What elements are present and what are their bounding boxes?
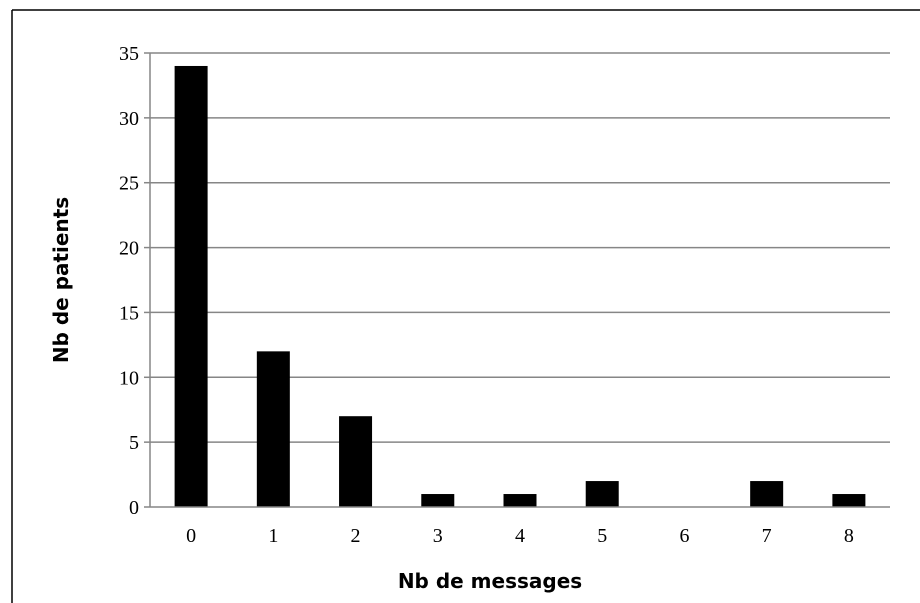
bar-2	[339, 416, 373, 507]
x-axis-title: Nb de messages	[398, 569, 582, 593]
bar-8	[832, 494, 866, 507]
axes	[144, 52, 890, 508]
x-tick-label: 8	[844, 525, 854, 547]
x-tick-label: 5	[597, 525, 607, 547]
bar-0	[174, 65, 208, 507]
bar-3	[421, 494, 455, 507]
x-tick-label: 3	[433, 525, 443, 547]
bar-4	[503, 494, 537, 507]
bar-5	[585, 481, 619, 507]
x-tick-label: 4	[515, 525, 525, 547]
y-tick-label: 15	[119, 302, 139, 324]
x-tick-label: 6	[679, 525, 689, 547]
bars	[174, 65, 866, 507]
bar-7	[750, 481, 784, 507]
y-tick-labels: 0 5 10 15 20 25 30 35	[119, 43, 139, 519]
y-tick-label: 0	[129, 497, 139, 519]
y-tick-label: 20	[119, 238, 139, 260]
x-tick-label: 1	[268, 525, 278, 547]
x-tick-label: 0	[186, 525, 196, 547]
y-tick-label: 25	[119, 173, 139, 195]
x-tick-labels: 0 1 2 3 4 5 6 7 8	[186, 525, 854, 547]
x-tick-label: 7	[762, 525, 772, 547]
y-tick-label: 35	[119, 43, 139, 65]
bar-1	[256, 351, 290, 507]
x-tick-label: 2	[351, 525, 361, 547]
y-tick-label: 30	[119, 108, 139, 130]
y-tick-label: 5	[129, 432, 139, 454]
y-axis-title: Nb de patients	[49, 197, 73, 363]
y-tick-label: 10	[119, 367, 139, 389]
